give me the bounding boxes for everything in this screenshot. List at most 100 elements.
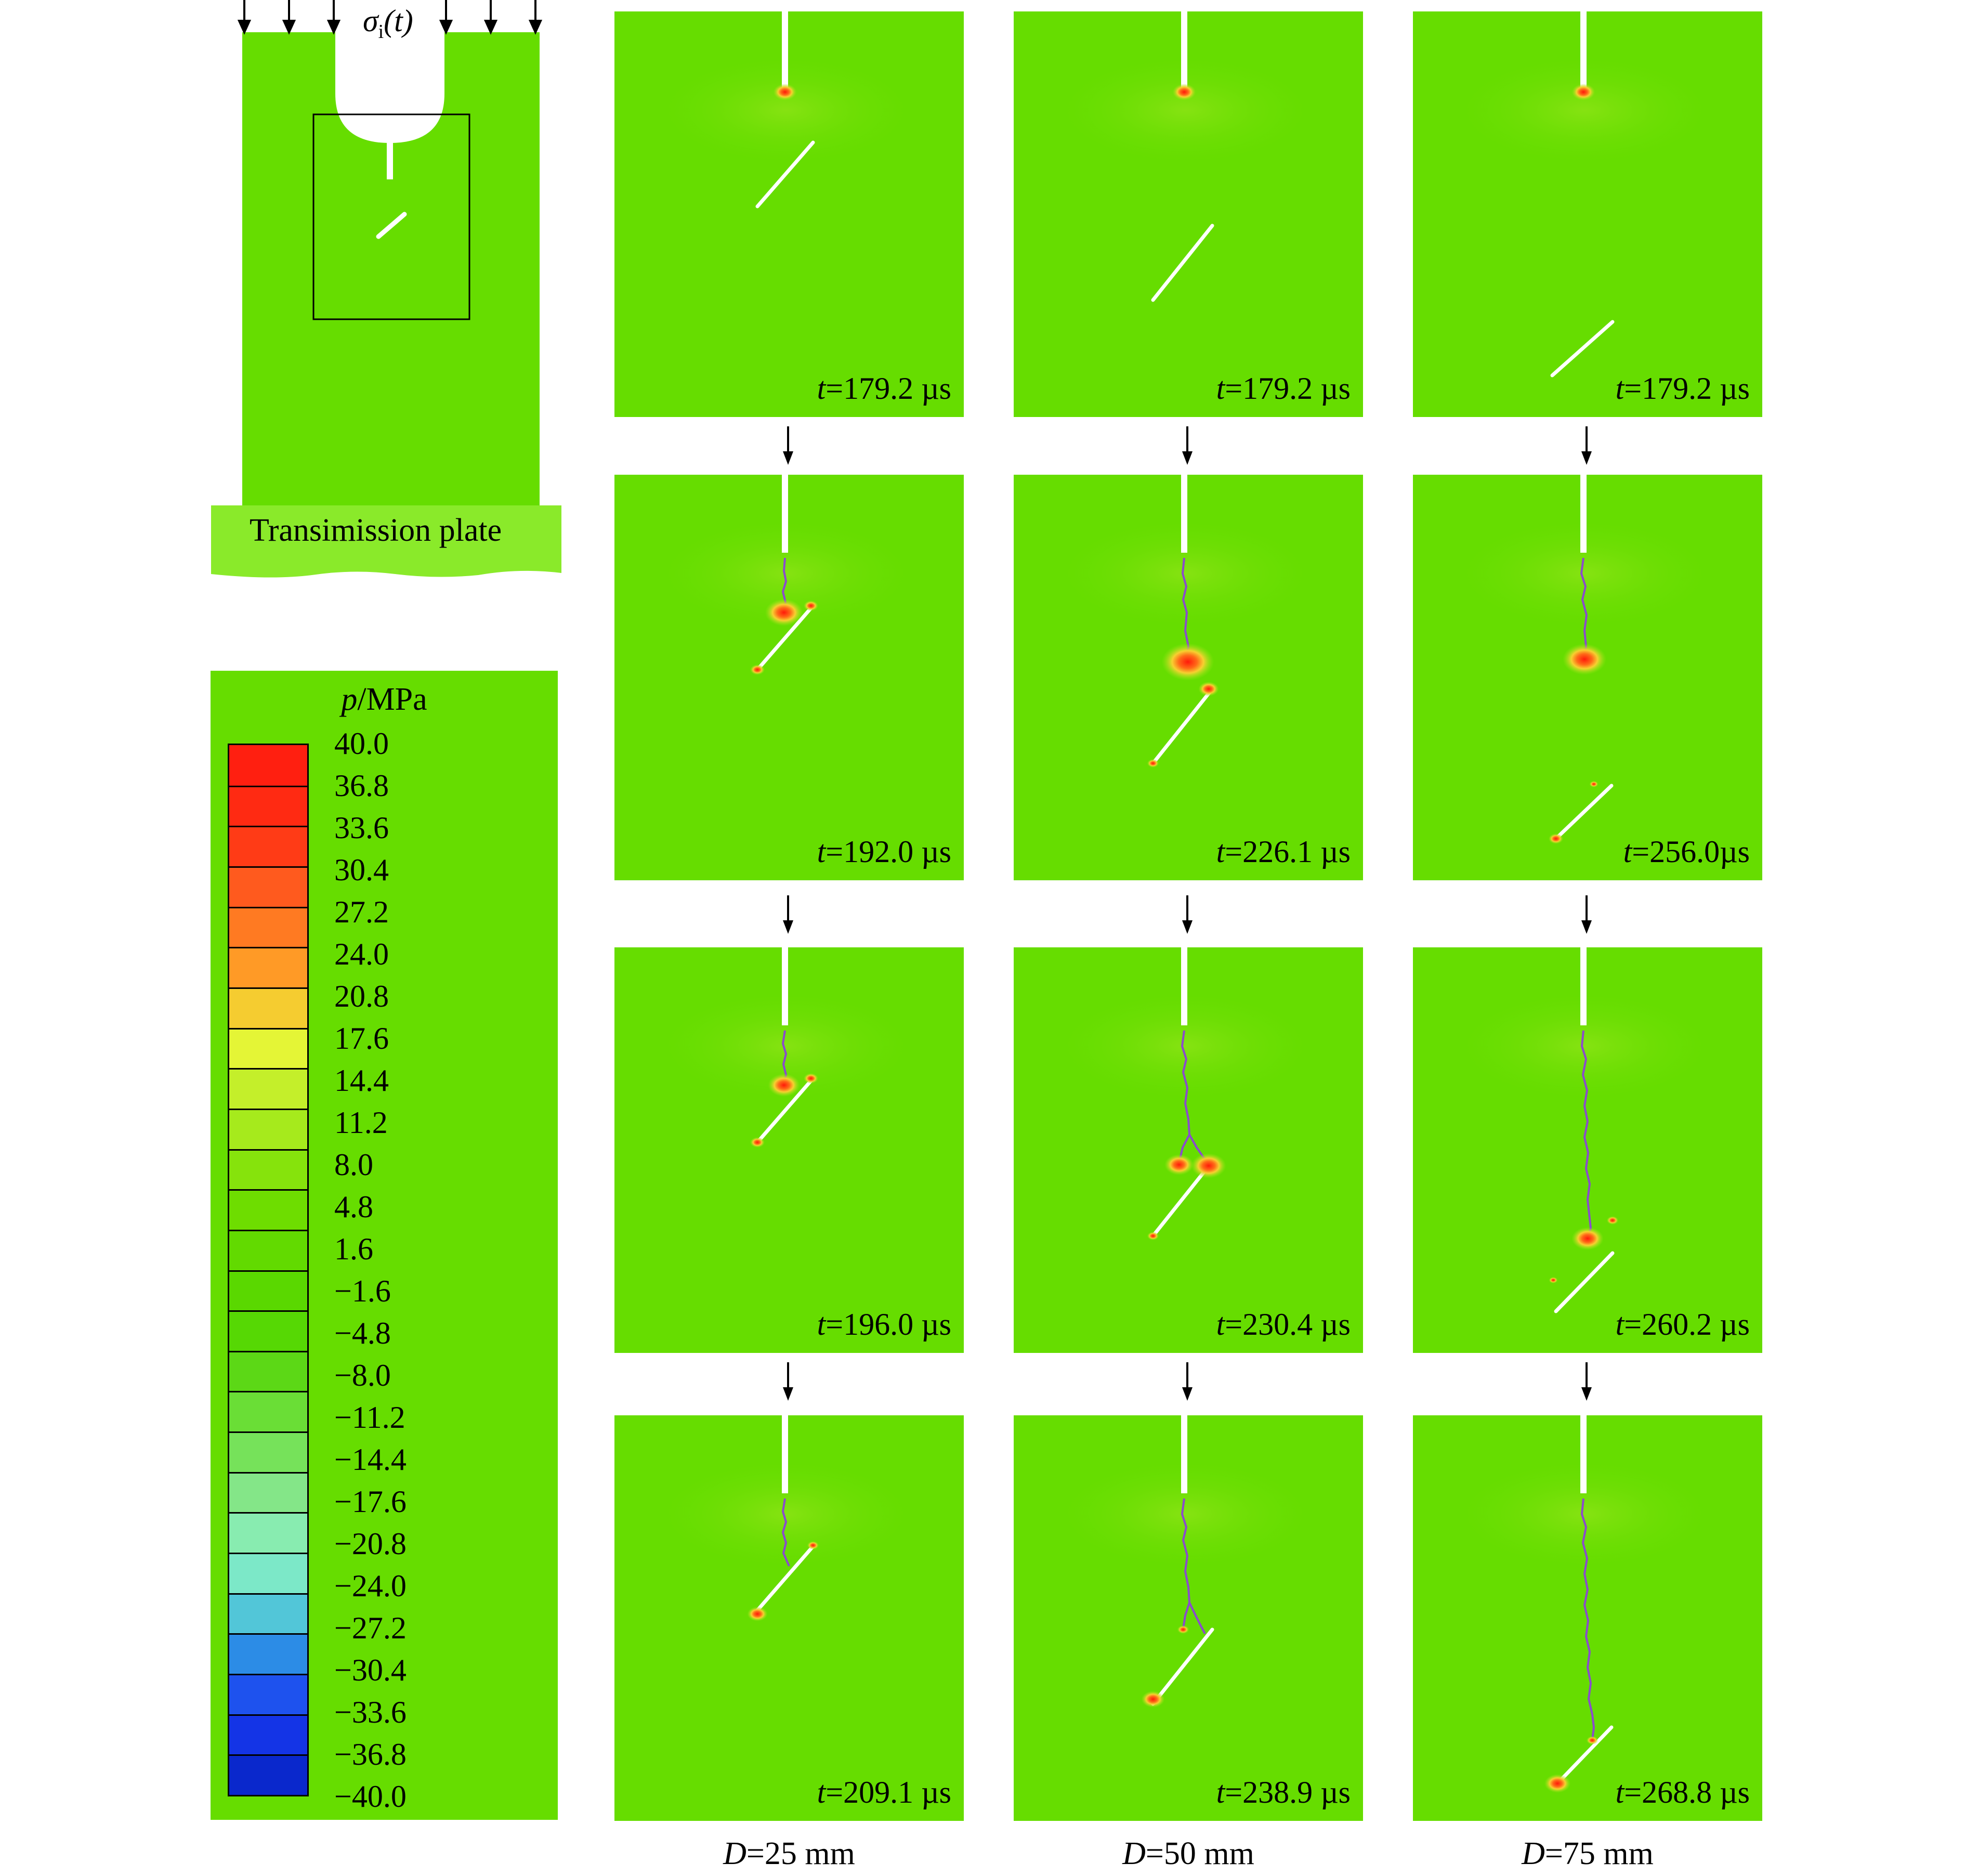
inclined-flaw — [755, 1544, 815, 1612]
time-value: =209.1 µs — [826, 1775, 951, 1809]
legend-tick-label: −17.6 — [334, 1484, 407, 1519]
time-label: t=179.2 µs — [1216, 371, 1351, 407]
legend-tick-label: −14.4 — [334, 1442, 407, 1477]
pressure-wave — [1050, 989, 1320, 1103]
crack-path — [1581, 1498, 1595, 1741]
notch-slit — [1580, 11, 1587, 89]
legend-swatch — [229, 1310, 307, 1351]
time-value: =256.0µs — [1632, 835, 1750, 869]
transmission-plate-label: Transimission plate — [250, 513, 502, 548]
legend-colorbar — [228, 744, 309, 1796]
legend-tick-label: −24.0 — [334, 1569, 407, 1603]
pressure-field — [1014, 1415, 1363, 1821]
panel-c1-r4: t=209.1 µs — [614, 1415, 964, 1821]
legend-tick-label: 30.4 — [334, 853, 389, 887]
legend-tick-label: 17.6 — [334, 1021, 389, 1056]
legend-tick-label: −8.0 — [334, 1358, 391, 1392]
pressure-wave — [1449, 1457, 1720, 1571]
pressure-wave — [1449, 516, 1720, 631]
legend-tick-label: 20.8 — [334, 979, 389, 1013]
notch-slit — [1580, 475, 1587, 553]
panel-c3-r2: t=256.0µs — [1413, 475, 1762, 880]
legend-swatch — [229, 1229, 307, 1270]
panel-c1-r2: t=192.0 µs — [614, 475, 964, 880]
notch-slit — [387, 140, 393, 179]
inclined-flaw — [1151, 687, 1214, 765]
time-symbol: t — [817, 1775, 826, 1809]
pressure-field — [1014, 475, 1363, 880]
legend-swatch — [229, 1553, 307, 1593]
time-symbol: t — [1216, 1775, 1225, 1809]
stress-concentration — [1563, 644, 1606, 675]
legend-swatch — [229, 1391, 307, 1432]
specimen-drawing — [211, 0, 561, 578]
column-caption-3: D=75 mm — [1522, 1836, 1654, 1871]
time-label: t=268.8 µs — [1616, 1775, 1750, 1810]
time-label: t=179.2 µs — [817, 371, 951, 407]
legend-tick-label: 40.0 — [334, 726, 389, 761]
time-symbol: t — [1216, 835, 1225, 869]
sequence-arrow — [1581, 426, 1592, 465]
stress-concentration — [773, 84, 797, 100]
panel-c2-r1: t=179.2 µs — [1014, 11, 1363, 417]
inclined-flaw — [755, 1076, 815, 1144]
pressure-field — [614, 475, 964, 880]
legend-tick-label: −30.4 — [334, 1653, 407, 1687]
time-label: t=230.4 µs — [1216, 1307, 1351, 1343]
crack-path — [1581, 1030, 1592, 1239]
pressure-wave — [1050, 516, 1320, 631]
legend-swatch — [229, 947, 307, 987]
stress-concentration — [1571, 1227, 1604, 1250]
legend-swatch — [229, 1270, 307, 1311]
time-label: t=256.0µs — [1623, 834, 1750, 870]
legend-tick-label: −4.8 — [334, 1316, 391, 1350]
legend-swatch — [229, 745, 307, 786]
legend-swatch — [229, 1431, 307, 1472]
inclined-flaw — [1151, 224, 1214, 302]
time-value: =196.0 µs — [826, 1307, 951, 1341]
inclined-flaw — [1550, 320, 1615, 377]
pressure-wave — [1449, 989, 1720, 1103]
time-label: t=260.2 µs — [1616, 1307, 1750, 1343]
inclined-flaw — [1554, 784, 1614, 841]
time-label: t=192.0 µs — [817, 834, 951, 870]
transmission-plate — [211, 505, 561, 578]
stress-concentration — [1589, 781, 1599, 787]
crack-path — [782, 1498, 790, 1567]
notch — [335, 32, 444, 143]
sequence-arrow — [1581, 1362, 1592, 1401]
panel-c2-r3: t=230.4 µs — [1014, 947, 1363, 1353]
time-value: =179.2 µs — [1624, 371, 1750, 406]
legend-swatch — [229, 826, 307, 866]
legend-swatch — [229, 1512, 307, 1553]
inclined-flaw — [755, 604, 815, 672]
legend-swatch — [229, 1068, 307, 1109]
sequence-arrow — [783, 895, 793, 934]
pressure-wave — [1449, 53, 1720, 167]
legend-swatch — [229, 1674, 307, 1714]
legend-tick-label: −40.0 — [334, 1779, 407, 1814]
time-value: =192.0 µs — [826, 835, 951, 869]
stress-concentration — [1147, 1232, 1159, 1240]
sequence-arrow — [1182, 1362, 1193, 1401]
legend-tick-label: 33.6 — [334, 811, 389, 845]
notch-slit — [1580, 947, 1587, 1025]
stress-concentration — [1544, 1774, 1571, 1793]
legend-title: p/MPa — [341, 682, 427, 717]
stress-concentration — [804, 601, 818, 611]
time-symbol: t — [817, 1307, 826, 1341]
stress-concentration — [807, 1541, 819, 1549]
legend-tick-label: −36.8 — [334, 1737, 407, 1771]
notch-slit — [1181, 1415, 1187, 1493]
specimen-schematic: σi(t) Transimission plate — [198, 0, 572, 582]
legend-tick-label: 36.8 — [334, 768, 389, 803]
panel-c2-r4: t=238.9 µs — [1014, 1415, 1363, 1821]
legend-swatch — [229, 987, 307, 1028]
pressure-wave — [1050, 53, 1320, 167]
stress-concentration — [1571, 84, 1595, 100]
pressure-wave — [651, 53, 921, 167]
inclined-flaw — [1151, 1627, 1214, 1706]
pressure-field — [1413, 1415, 1762, 1821]
notch-slit — [1181, 11, 1187, 89]
legend-swatch — [229, 1593, 307, 1634]
